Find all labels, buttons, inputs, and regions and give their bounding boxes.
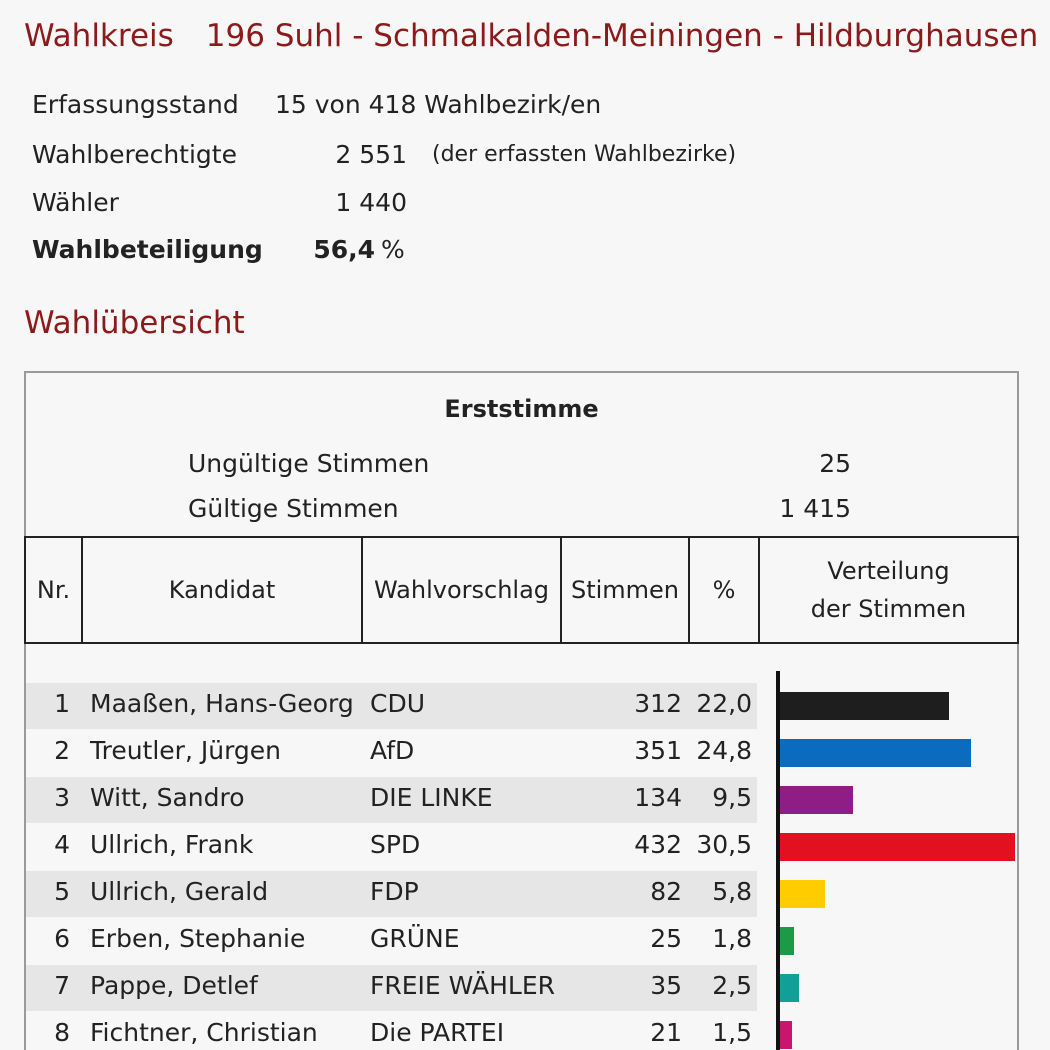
page-title: Wahlkreis 196 Suhl - Schmalkalden-Meining… — [24, 18, 1038, 54]
row-wahlvorschlag: AfD — [370, 736, 415, 765]
row-wahlvorschlag: FDP — [370, 877, 419, 906]
table-row: 6 Erben, Stephanie GRÜNE 25 1,8 — [26, 918, 757, 964]
row-pct: 24,8 — [696, 736, 752, 765]
gueltig-label: Gültige Stimmen — [188, 494, 399, 523]
row-kandidat: Maaßen, Hans-Georg — [90, 689, 354, 718]
berechtigte-note: (der erfassten Wahlbezirke) — [432, 142, 737, 167]
beteiligung-value: 56,4 — [313, 235, 375, 264]
row-wahlvorschlag: Die PARTEI — [370, 1018, 505, 1047]
ungueltig-value: 25 — [819, 449, 851, 478]
row-wahlvorschlag: SPD — [370, 830, 421, 859]
wahlkreis-label: Wahlkreis — [24, 18, 174, 54]
row-stimmen: 432 — [634, 830, 682, 859]
col-pct: % — [690, 538, 760, 642]
row-pct: 2,5 — [712, 971, 752, 1000]
table-row: 1 Maaßen, Hans-Georg CDU 312 22,0 — [26, 683, 757, 729]
col-verteilung: Verteilung der Stimmen — [760, 538, 1017, 642]
row-stimmen: 25 — [650, 924, 682, 953]
beteiligung-unit: % — [381, 235, 405, 264]
overview-title: Wahlübersicht — [24, 305, 245, 341]
table-row: 3 Witt, Sandro DIE LINKE 134 9,5 — [26, 777, 757, 823]
row-pct: 5,8 — [712, 877, 752, 906]
beteiligung-label: Wahlbeteiligung — [32, 235, 263, 264]
col-verteilung-line1: Verteilung — [827, 557, 950, 585]
row-wahlvorschlag: FREIE WÄHLER — [370, 971, 556, 1000]
col-nr: Nr. — [26, 538, 83, 642]
row-nr: 6 — [54, 924, 70, 953]
row-stimmen: 82 — [650, 877, 682, 906]
row-pct: 22,0 — [696, 689, 752, 718]
wahlkreis-name: 196 Suhl - Schmalkalden-Meiningen - Hild… — [205, 18, 1039, 54]
row-nr: 5 — [54, 877, 70, 906]
row-nr: 3 — [54, 783, 70, 812]
row-pct: 30,5 — [696, 830, 752, 859]
col-kandidat: Kandidat — [83, 538, 363, 642]
row-wahlvorschlag: CDU — [370, 689, 426, 718]
table-row: 5 Ullrich, Gerald FDP 82 5,8 — [26, 871, 757, 917]
erststimme-heading: Erststimme — [444, 395, 599, 423]
ungueltig-label: Ungültige Stimmen — [188, 449, 430, 478]
berechtigte-value: 2 551 — [335, 140, 407, 169]
table-row: 7 Pappe, Detlef FREIE WÄHLER 35 2,5 — [26, 965, 757, 1011]
row-stimmen: 351 — [634, 736, 682, 765]
row-kandidat: Pappe, Detlef — [90, 971, 258, 1000]
row-kandidat: Ullrich, Gerald — [90, 877, 269, 906]
col-stimmen: Stimmen — [562, 538, 690, 642]
erfassung-label: Erfassungsstand — [32, 90, 239, 119]
row-pct: 1,5 — [712, 1018, 752, 1047]
row-nr: 2 — [54, 736, 70, 765]
row-stimmen: 35 — [650, 971, 682, 1000]
row-kandidat: Fichtner, Christian — [90, 1018, 318, 1047]
bar-2 — [780, 739, 971, 767]
table-row: 2 Treutler, Jürgen AfD 351 24,8 — [26, 730, 757, 776]
row-nr: 4 — [54, 830, 70, 859]
results-box: Erststimme Ungültige Stimmen 25 Gültige … — [24, 371, 1019, 1050]
bar-5 — [780, 880, 825, 908]
waehler-label: Wähler — [32, 188, 119, 217]
row-kandidat: Erben, Stephanie — [90, 924, 306, 953]
bar-4 — [780, 833, 1015, 861]
table-row: 4 Ullrich, Frank SPD 432 30,5 — [26, 824, 757, 870]
row-pct: 1,8 — [712, 924, 752, 953]
row-pct: 9,5 — [712, 783, 752, 812]
bar-8 — [780, 1021, 792, 1049]
row-nr: 7 — [54, 971, 70, 1000]
row-nr: 1 — [54, 689, 70, 718]
berechtigte-label: Wahlberechtigte — [32, 140, 237, 169]
row-stimmen: 21 — [650, 1018, 682, 1047]
row-wahlvorschlag: DIE LINKE — [370, 783, 493, 812]
col-wahlvorschlag: Wahlvorschlag — [363, 538, 562, 642]
col-verteilung-line2: der Stimmen — [810, 595, 967, 623]
gueltig-value: 1 415 — [779, 494, 851, 523]
row-kandidat: Witt, Sandro — [90, 783, 245, 812]
bar-3 — [780, 786, 854, 814]
erfassung-value: 15 von 418 Wahlbezirk/en — [275, 90, 602, 119]
bar-7 — [780, 974, 800, 1002]
row-kandidat: Ullrich, Frank — [90, 830, 254, 859]
waehler-value: 1 440 — [335, 188, 407, 217]
row-stimmen: 134 — [634, 783, 682, 812]
table-header: Nr. Kandidat Wahlvorschlag Stimmen % Ver… — [24, 536, 1019, 644]
row-wahlvorschlag: GRÜNE — [370, 924, 460, 953]
row-nr: 8 — [54, 1018, 70, 1047]
row-kandidat: Treutler, Jürgen — [90, 736, 282, 765]
table-row: 8 Fichtner, Christian Die PARTEI 21 1,5 — [26, 1012, 757, 1050]
bar-1 — [780, 692, 950, 720]
chart-axis — [776, 671, 780, 1050]
row-stimmen: 312 — [634, 689, 682, 718]
bar-6 — [780, 927, 794, 955]
